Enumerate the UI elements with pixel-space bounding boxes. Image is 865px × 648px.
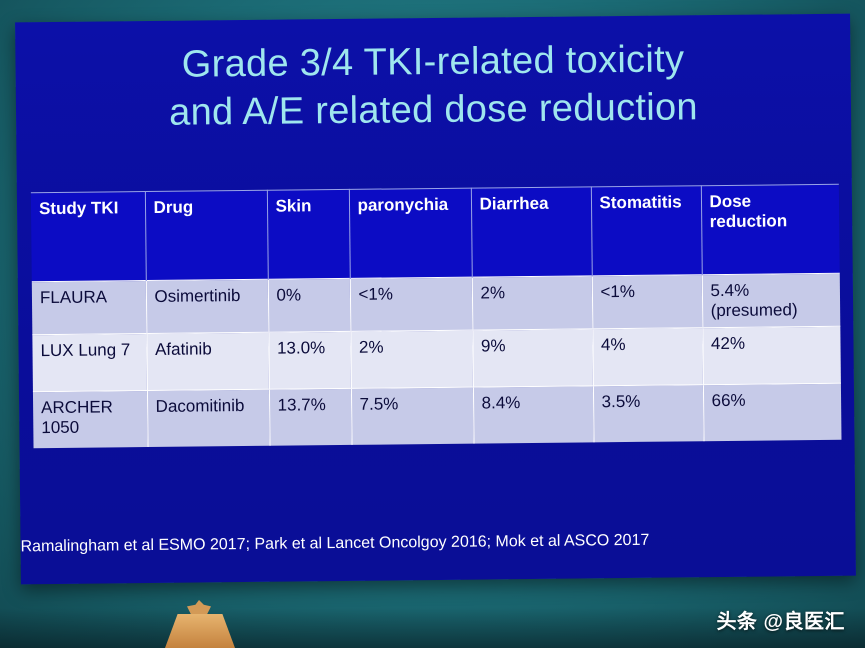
- column-header-drug: Drug: [144, 190, 268, 281]
- presentation-slide: Grade 3/4 TKI-related toxicity and A/E r…: [15, 13, 856, 585]
- podium-top: [187, 600, 211, 616]
- cell-dose-reduction: 42%: [702, 326, 841, 385]
- table-header-row: Study TKI Drug Skin paronychia Diarrhea …: [30, 184, 840, 282]
- column-header-study: Study TKI: [30, 191, 146, 282]
- toxicity-table: Study TKI Drug Skin paronychia Diarrhea …: [30, 184, 842, 449]
- podium-base: [165, 614, 235, 648]
- cell-dose-reduction: 5.4% (presumed): [701, 273, 841, 328]
- cell-diarrhea: 8.4%: [472, 385, 594, 444]
- cell-dose-reduction: 66%: [702, 383, 842, 442]
- cell-drug: Afatinib: [146, 332, 269, 391]
- column-header-dose-reduction: Dose reduction: [700, 184, 840, 275]
- table-row: LUX Lung 7 Afatinib 13.0% 2% 9% 4% 42%: [32, 326, 841, 392]
- cell-study: LUX Lung 7: [32, 333, 147, 392]
- column-header-paronychia: paronychia: [348, 188, 472, 279]
- cell-skin: 13.7%: [268, 388, 352, 446]
- cell-diarrhea: 9%: [472, 328, 593, 388]
- watermark-text: 头条 @良医汇: [716, 611, 845, 633]
- cell-skin: 13.0%: [268, 331, 351, 390]
- cell-study: ARCHER 1050: [32, 390, 148, 449]
- cell-paronychia: 2%: [350, 330, 473, 389]
- table-row: ARCHER 1050 Dacomitinib 13.7% 7.5% 8.4% …: [32, 383, 842, 449]
- cell-study: FLAURA: [31, 280, 147, 335]
- cell-drug: Dacomitinib: [146, 389, 270, 448]
- slide-title: Grade 3/4 TKI-related toxicity and A/E r…: [15, 34, 851, 139]
- cell-drug: Osimertinib: [145, 279, 269, 334]
- table-row: FLAURA Osimertinib 0% <1% 2% <1% 5.4% (p…: [31, 273, 841, 335]
- cell-paronychia: 7.5%: [350, 387, 474, 445]
- slide-title-line-2: and A/E related dose reduction: [168, 86, 699, 134]
- cell-stomatitis: 4%: [592, 327, 703, 386]
- column-header-diarrhea: Diarrhea: [470, 186, 592, 278]
- stage-floor: [0, 608, 865, 648]
- references-footnote: Ramalingham et al ESMO 2017; Park et al …: [20, 531, 650, 556]
- column-header-skin: Skin: [266, 189, 350, 280]
- column-header-stomatitis: Stomatitis: [590, 185, 702, 276]
- slide-title-line-1: Grade 3/4 TKI-related toxicity: [181, 38, 685, 86]
- podium-figure: [165, 600, 235, 648]
- cell-diarrhea: 2%: [471, 275, 593, 331]
- cell-paronychia: <1%: [349, 277, 473, 332]
- cell-skin: 0%: [267, 278, 351, 333]
- cell-stomatitis: 3.5%: [592, 384, 704, 443]
- cell-stomatitis: <1%: [591, 274, 703, 329]
